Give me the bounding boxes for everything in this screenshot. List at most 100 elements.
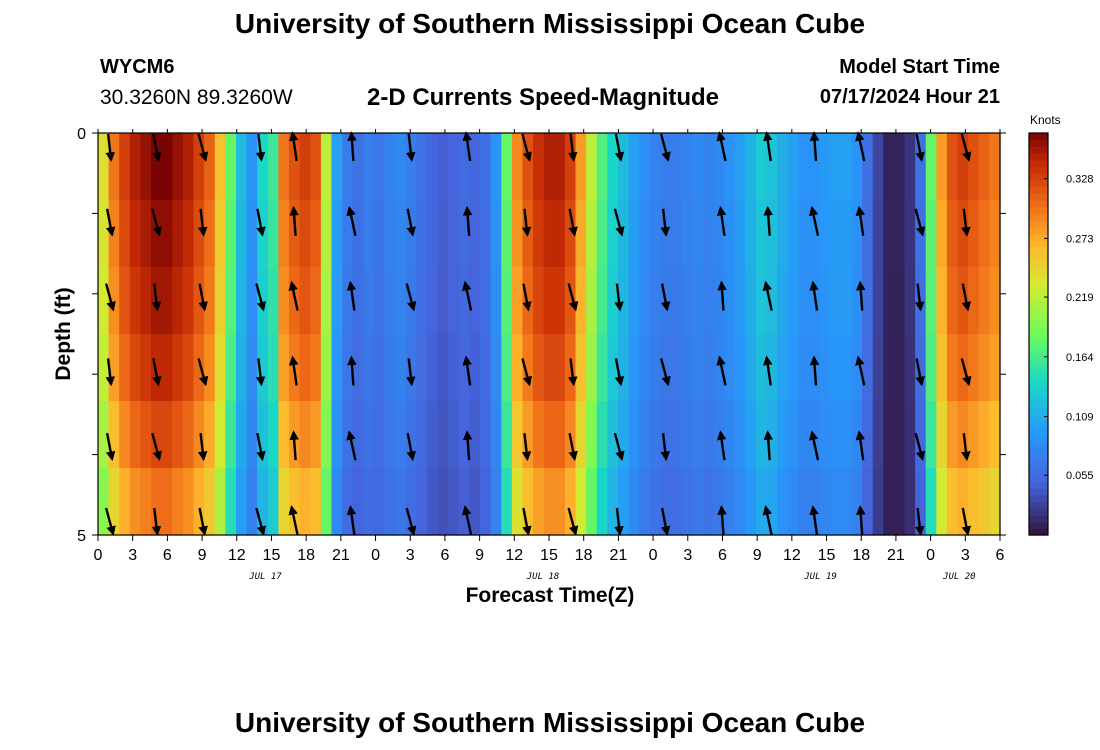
heatmap-cell <box>501 334 513 402</box>
heatmap-cell <box>151 468 163 536</box>
heatmap-cell <box>755 401 768 469</box>
heatmap-cell <box>469 468 481 536</box>
heatmap-cell <box>787 468 799 536</box>
heatmap-cell <box>862 200 874 268</box>
heatmap-cell <box>734 267 746 335</box>
heatmap-cell <box>363 468 375 536</box>
heatmap-cell <box>193 401 205 469</box>
heatmap-cell <box>724 133 736 201</box>
heatmap-cell <box>342 401 354 469</box>
colorbar-segment <box>1029 421 1048 429</box>
date-label: JUL 18 <box>526 572 560 582</box>
heatmap-cell <box>469 267 481 335</box>
heatmap-cell <box>511 200 524 268</box>
colorbar-segment <box>1029 206 1048 214</box>
heatmap-cell <box>628 200 640 268</box>
colorbar-segment <box>1029 414 1048 422</box>
heatmap-cell <box>522 468 534 536</box>
x-tick-label: 0 <box>94 547 103 564</box>
current-vector-arrow <box>346 430 357 461</box>
heatmap-cell <box>872 200 884 268</box>
current-vector-arrow <box>915 133 925 162</box>
heatmap-cell <box>798 133 810 201</box>
heatmap-cell <box>204 334 216 402</box>
heatmap-cell <box>278 334 290 402</box>
heatmap-cell <box>310 200 322 268</box>
heatmap-cell <box>225 401 237 469</box>
colorbar-segment <box>1029 434 1048 442</box>
heatmap-cell <box>702 468 715 536</box>
colorbar-segment <box>1029 246 1048 255</box>
heatmap-cell <box>214 401 226 469</box>
heatmap-cell <box>649 468 662 536</box>
current-vector-arrow <box>405 507 417 536</box>
heatmap-cell <box>458 468 471 536</box>
heatmap-cell <box>798 401 810 469</box>
heatmap-cell <box>639 334 651 402</box>
heatmap-cell <box>501 200 513 268</box>
current-vector-arrow <box>961 208 971 237</box>
x-tick-label: 12 <box>228 547 246 564</box>
current-vector-arrow <box>462 505 473 536</box>
heatmap-cell <box>214 133 226 201</box>
heatmap-cell <box>267 401 279 469</box>
heatmap-cell <box>862 267 874 335</box>
current-vector-arrow <box>809 131 820 162</box>
current-vector-arrow <box>462 355 472 386</box>
heatmap-cell <box>204 468 216 536</box>
colorbar-segment <box>1029 233 1048 241</box>
colorbar-segment <box>1029 327 1048 335</box>
heatmap-cell <box>904 267 916 335</box>
heatmap-cell <box>554 133 566 201</box>
heatmap-cell <box>416 401 428 469</box>
heatmap-cell <box>925 401 937 469</box>
heatmap-cell <box>140 334 152 402</box>
heatmap-cell <box>946 267 959 335</box>
current-vector-arrow <box>961 433 971 462</box>
heatmap-cell <box>893 334 906 402</box>
heatmap-cell <box>373 200 386 268</box>
heatmap-cell <box>830 267 842 335</box>
colorbar-segment <box>1029 427 1048 436</box>
heatmap-cell <box>607 468 619 536</box>
colorbar-tick-label: 0.055 <box>1066 470 1094 482</box>
heatmap-cell <box>989 334 1001 402</box>
heatmap-cell <box>617 267 630 335</box>
heatmap-cell <box>416 267 428 335</box>
current-vector-arrow <box>462 280 473 311</box>
heatmap-cell <box>713 200 725 268</box>
heatmap-cell <box>766 468 778 536</box>
heatmap-cell <box>501 401 513 469</box>
heatmap-cell <box>575 334 587 402</box>
heatmap-cell <box>989 468 1001 536</box>
x-tick-label: 21 <box>887 547 905 564</box>
heatmap-cell <box>437 401 449 469</box>
heatmap-cell <box>448 133 460 201</box>
current-vector-arrow <box>151 432 162 462</box>
heatmap-cell <box>352 133 364 201</box>
heatmap-cell <box>702 133 715 201</box>
x-tick-label: 9 <box>198 547 207 564</box>
colorbar-segment <box>1029 313 1048 322</box>
x-tick-label: 6 <box>163 547 172 564</box>
heatmap-cell <box>692 334 704 402</box>
heatmap-cell <box>893 468 906 536</box>
current-vector-arrow <box>716 205 727 236</box>
current-vector-arrow <box>405 283 417 312</box>
heatmap-cell <box>342 468 354 536</box>
heatmap-cell <box>193 334 205 402</box>
heatmap-cell <box>151 334 163 402</box>
heatmap-cell <box>936 267 948 335</box>
heatmap-cell <box>671 401 683 469</box>
heatmap-cell <box>596 401 608 469</box>
heatmap-cell <box>596 468 608 536</box>
heatmap-cell <box>257 401 269 469</box>
heatmap-cell <box>416 334 428 402</box>
current-vector-arrow <box>521 358 533 387</box>
current-vector-arrow <box>567 283 579 312</box>
heatmap-cell <box>395 133 407 201</box>
heatmap-cell <box>893 200 906 268</box>
current-vector-arrow <box>660 283 671 312</box>
colorbar-segment <box>1029 213 1048 221</box>
heatmap-cell <box>586 133 598 201</box>
